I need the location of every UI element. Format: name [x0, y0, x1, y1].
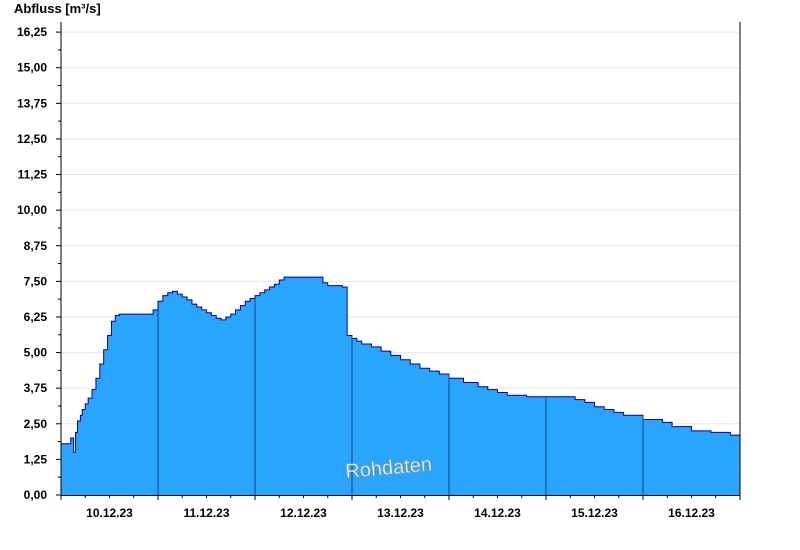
y-tick-label: 10,00 [17, 203, 47, 217]
y-tick-label: 3,75 [24, 381, 48, 395]
y-tick-label: 7,50 [24, 274, 48, 288]
series-line [61, 276, 741, 453]
series-area [61, 277, 740, 495]
y-axis-title: Abfluss [m³/s] [14, 1, 101, 16]
y-tick-label: 2,50 [24, 417, 48, 431]
y-tick-label: 5,00 [24, 346, 48, 360]
y-tick-label: 15,00 [17, 61, 47, 75]
x-tick-label: 15.12.23 [571, 506, 618, 520]
y-tick-label: 1,25 [24, 452, 48, 466]
y-tick-label: 16,25 [17, 25, 47, 39]
x-tick-label: 12.12.23 [280, 506, 327, 520]
x-tick-label: 16.12.23 [668, 506, 715, 520]
y-tick-label: 0,00 [24, 488, 48, 502]
y-tick-label: 8,75 [24, 239, 48, 253]
y-tick-label: 6,25 [24, 310, 48, 324]
day-boundaries [157, 298, 644, 495]
x-tick-label: 13.12.23 [377, 506, 424, 520]
y-tick-label: 12,50 [17, 132, 47, 146]
x-tick-label: 11.12.23 [183, 506, 229, 520]
x-tick-label: 14.12.23 [474, 506, 521, 520]
x-axis-ticks: 10.12.23 11.12.23 12.12.23 13.12.23 14.12.23… [60, 495, 741, 520]
x-tick-label: 10.12.23 [86, 506, 133, 520]
y-tick-label: 13,75 [17, 96, 47, 110]
y-axis-ticks: 0,00 1,25 2,50 3,75 5,00 6,25 7,50 8,75 10,00 11,… [17, 25, 61, 502]
y-tick-label: 11,25 [18, 168, 48, 182]
data-series [61, 276, 741, 495]
